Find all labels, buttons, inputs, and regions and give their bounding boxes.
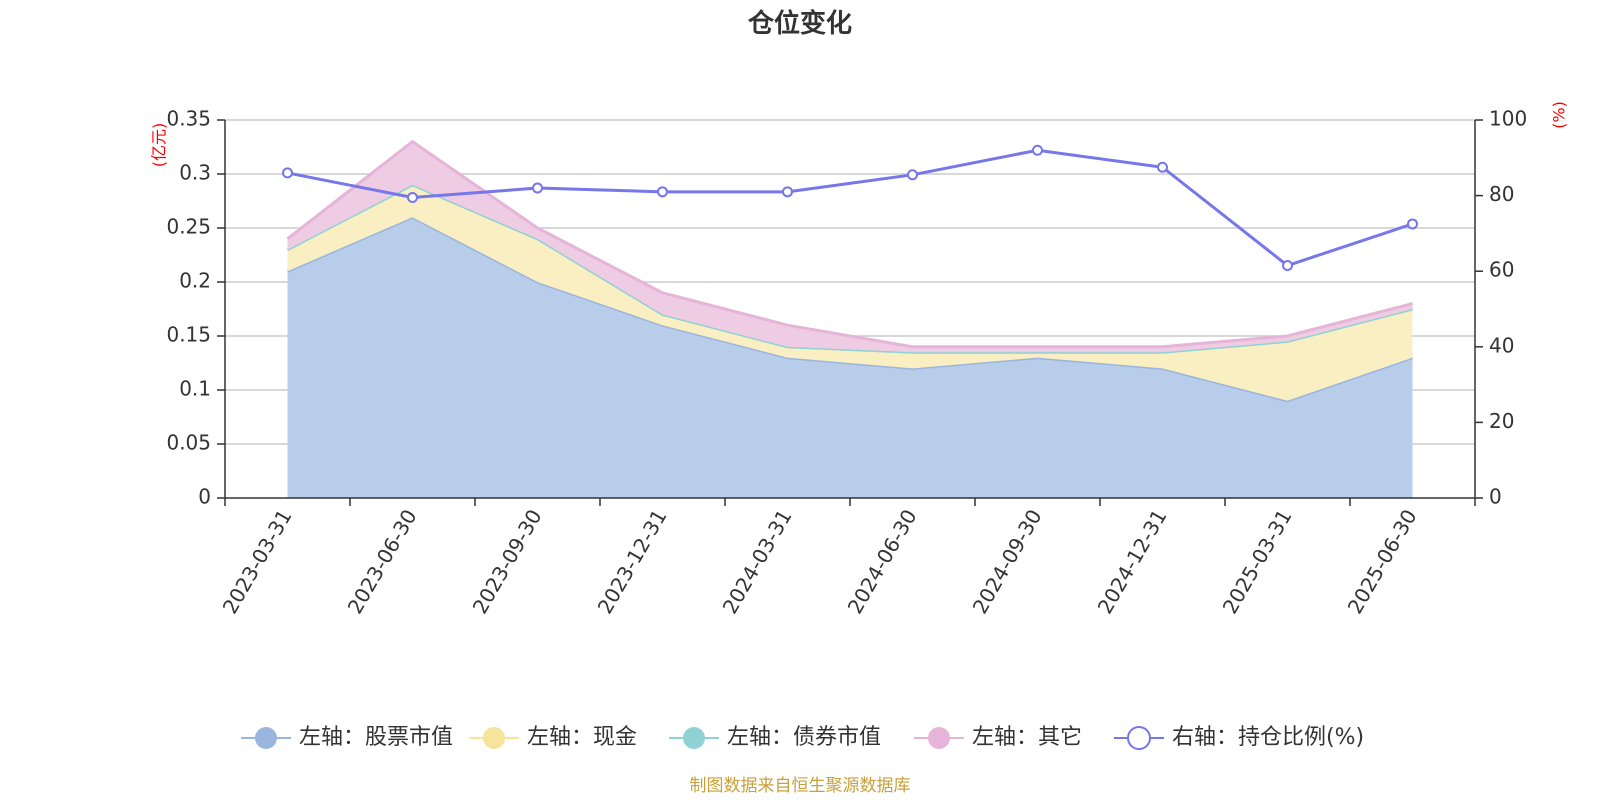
legend-marker	[928, 727, 950, 749]
right-axis-unit: (%)	[1550, 101, 1569, 129]
legend-label: 左轴：股票市值	[299, 725, 453, 750]
x-tick-label: 2024-12-31	[1093, 505, 1172, 618]
legend-item: 左轴：股票市值	[241, 725, 453, 750]
ratio-point	[407, 191, 418, 203]
area-0	[287, 217, 1413, 498]
ratio-point	[657, 186, 668, 198]
area-edge-3	[286, 139, 1413, 349]
series-lines	[282, 144, 1418, 272]
legend-item: 左轴：现金	[469, 725, 637, 750]
chart-title: 仓位变化	[747, 8, 852, 39]
legend-item: 左轴：债券市值	[669, 725, 881, 750]
legend-item: 右轴：持仓比例(%)	[1114, 725, 1364, 750]
legend-label: 右轴：持仓比例(%)	[1172, 725, 1364, 750]
ratio-line	[287, 148, 1413, 268]
left-tick-label: 0.25	[166, 215, 211, 239]
data-source: 制图数据来自恒生聚源数据库	[690, 776, 911, 796]
left-tick-label: 0.05	[166, 431, 211, 455]
ratio-point	[1032, 144, 1043, 156]
left-tick-label: 0.3	[179, 161, 211, 185]
legend-label: 左轴：现金	[527, 725, 637, 750]
ratio-point	[907, 169, 918, 181]
area-1	[287, 184, 1413, 401]
left-tick-label: 0.35	[166, 107, 211, 131]
legend-marker	[1127, 726, 1151, 750]
ratio-point	[1157, 161, 1168, 173]
right-tick-label: 100	[1489, 107, 1527, 131]
legend-marker	[683, 727, 705, 749]
x-tick-label: 2025-03-31	[1218, 505, 1297, 618]
right-tick-label: 20	[1489, 409, 1514, 433]
left-tick-label: 0.1	[179, 377, 211, 401]
x-tick-label: 2023-12-31	[593, 505, 672, 618]
ratio-point	[1407, 218, 1418, 230]
left-tick-label: 0	[198, 485, 211, 509]
area-layers	[286, 139, 1413, 498]
legend-marker	[255, 727, 277, 749]
right-tick-label: 60	[1489, 258, 1514, 282]
x-tick-label: 2024-06-30	[843, 505, 922, 618]
legend-item: 左轴：其它	[914, 725, 1082, 750]
x-tick-label: 2024-03-31	[718, 505, 797, 618]
left-axis-unit: (亿元)	[150, 123, 169, 168]
right-tick-label: 0	[1489, 485, 1502, 509]
ratio-point	[1282, 260, 1293, 272]
x-tick-label: 2023-03-31	[218, 505, 297, 618]
legend-label: 左轴：债券市值	[727, 725, 881, 750]
legend-label: 左轴：其它	[972, 725, 1082, 750]
legend-marker	[483, 727, 505, 749]
left-tick-label: 0.2	[179, 269, 211, 293]
ratio-point	[782, 186, 793, 198]
area-3	[287, 141, 1413, 353]
ratio-point	[532, 182, 543, 194]
left-tick-label: 0.15	[166, 323, 211, 347]
x-tick-label: 2025-06-30	[1343, 505, 1422, 618]
right-tick-label: 40	[1489, 333, 1514, 357]
right-tick-label: 80	[1489, 182, 1514, 206]
x-tick-label: 2024-09-30	[968, 505, 1047, 618]
ratio-point	[282, 167, 293, 179]
legend: 左轴：股票市值 左轴：现金 左轴：债券市值 左轴：其它 右轴：持仓比例(%)	[241, 725, 1364, 750]
x-tick-label: 2023-06-30	[343, 505, 422, 618]
x-tick-label: 2023-09-30	[468, 505, 547, 618]
